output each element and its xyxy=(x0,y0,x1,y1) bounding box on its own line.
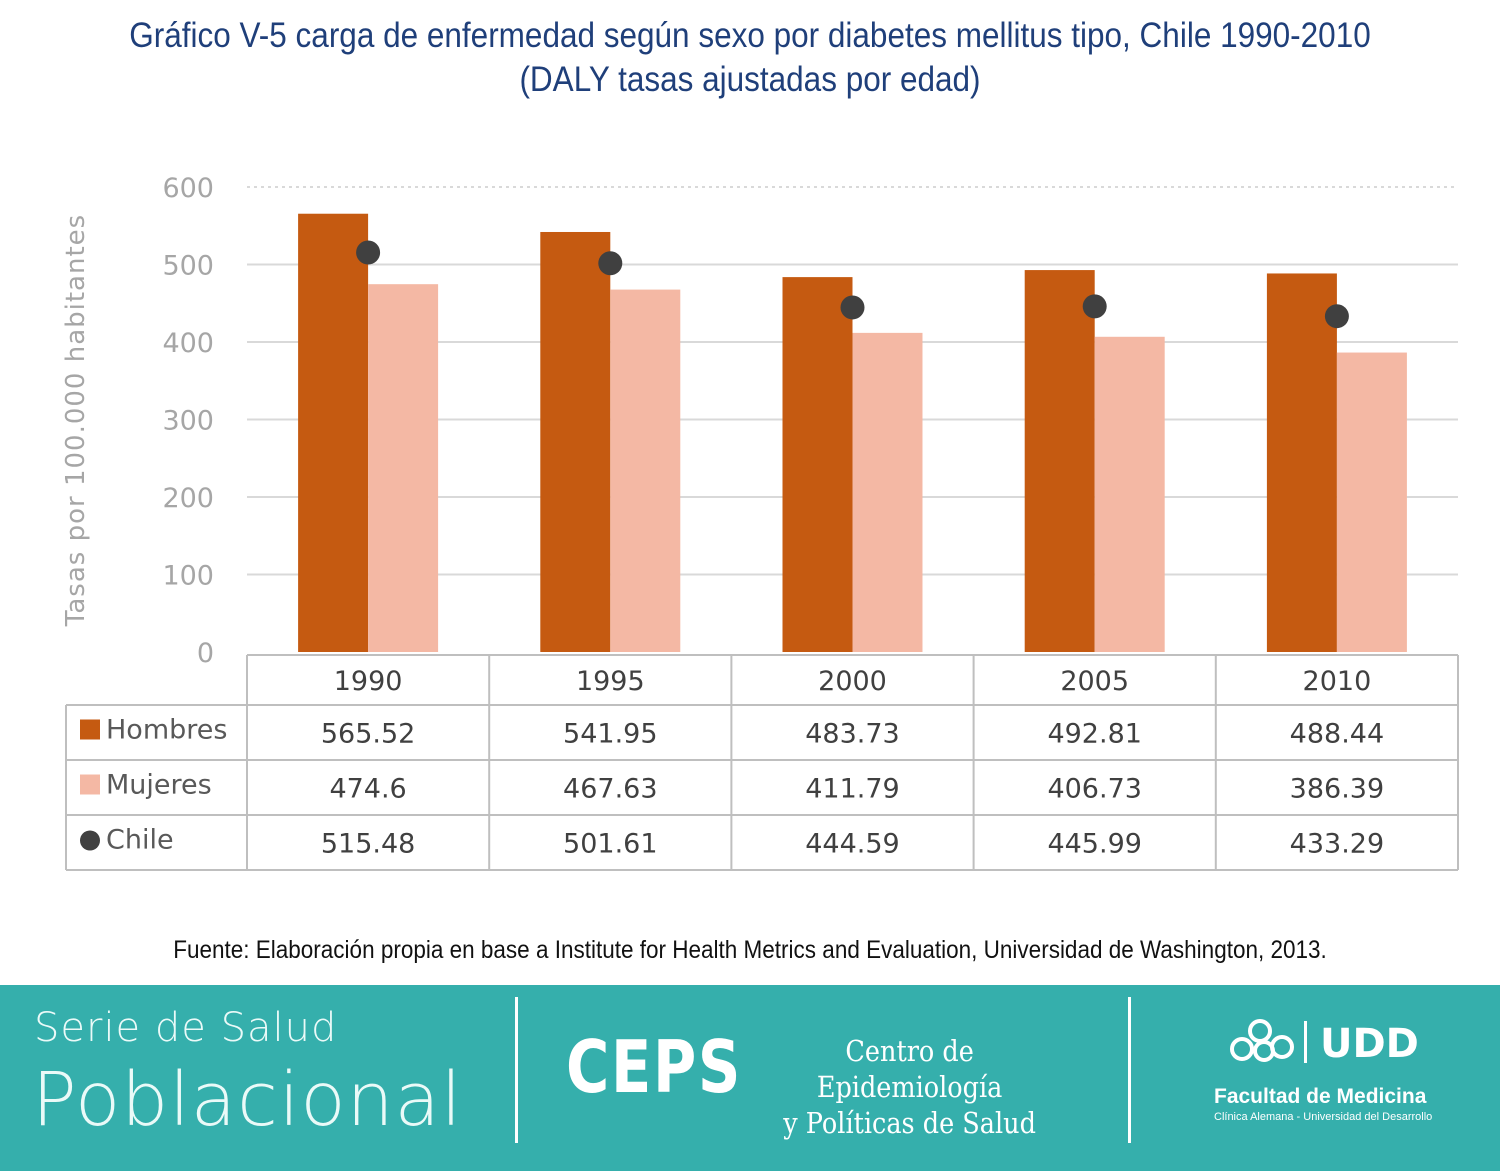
data-label: 501.61 xyxy=(563,829,657,860)
x-tick-label: 1990 xyxy=(334,666,403,697)
bar-hombres xyxy=(1266,273,1337,652)
chile-points xyxy=(356,240,1349,329)
chart-title-line1: Gráfico V-5 carga de enfermedad según se… xyxy=(129,16,1371,55)
x-tick-label: 2000 xyxy=(818,666,887,697)
y-tick-label: 300 xyxy=(162,406,214,437)
footer-divider xyxy=(1128,997,1131,1143)
y-tick-label: 600 xyxy=(162,173,214,204)
data-label: 406.73 xyxy=(1047,774,1141,805)
bar-hombres xyxy=(540,231,611,652)
data-label: 445.99 xyxy=(1047,829,1141,860)
data-label: 483.73 xyxy=(805,719,899,750)
y-tick-label: 0 xyxy=(197,638,214,669)
y-axis-label: Tasas por 100.000 habitantes xyxy=(61,214,91,627)
footer: Serie de Salud Poblacional CEPS Centro d… xyxy=(0,985,1500,1171)
y-tick-label: 500 xyxy=(162,251,214,282)
bar-hombres xyxy=(1024,270,1095,652)
ceps-logo-text: CEPS xyxy=(566,1025,743,1109)
point-chile xyxy=(598,251,623,276)
y-ticks: 0 100 200 300 400 500 600 xyxy=(162,173,214,669)
footer-divider xyxy=(515,997,518,1143)
ceps-subtitle-line1: Centro de Epidemiología xyxy=(816,1034,1003,1104)
serie-title-big: Poblacional xyxy=(32,1057,463,1143)
legend-label: Chile xyxy=(106,825,174,856)
data-label: 492.81 xyxy=(1047,719,1141,750)
facultad-sublabel: Clínica Alemana - Universidad del Desarr… xyxy=(1214,1111,1433,1123)
chart-title: Gráfico V-5 carga de enfermedad según se… xyxy=(75,14,1425,102)
facultad-label: Facultad de Medicina xyxy=(1214,1085,1427,1108)
data-label: 444.59 xyxy=(805,829,899,860)
legend-label: Mujeres xyxy=(106,770,212,801)
y-tick-label: 400 xyxy=(162,328,214,359)
bar-mujeres xyxy=(610,289,681,652)
point-chile xyxy=(840,295,865,320)
y-tick-label: 200 xyxy=(162,483,214,514)
bar-mujeres xyxy=(852,332,923,652)
bar-hombres xyxy=(298,213,369,653)
serie-title-small: Serie de Salud xyxy=(34,1005,338,1051)
x-tick-label: 1995 xyxy=(576,666,645,697)
data-label: 386.39 xyxy=(1290,774,1384,805)
bar-mujeres xyxy=(1336,352,1407,652)
data-label: 565.52 xyxy=(321,719,415,750)
bars xyxy=(298,213,1407,653)
data-label: 433.29 xyxy=(1290,829,1384,860)
point-chile xyxy=(1324,304,1349,329)
legend-marker-mujeres xyxy=(80,774,100,795)
x-tick-label: 2005 xyxy=(1060,666,1129,697)
chart: 0 100 200 300 400 500 600 Tasas por 100.000 ha… xyxy=(61,173,1459,871)
point-chile xyxy=(1082,294,1107,319)
data-label: 467.63 xyxy=(563,774,657,805)
source-note: Fuente: Elaboración propia en base a Ins… xyxy=(173,936,1327,964)
data-label: 541.95 xyxy=(563,719,657,750)
data-label: 411.79 xyxy=(805,774,899,805)
udd-logo-text: UDD xyxy=(1320,1021,1419,1067)
data-label: 488.44 xyxy=(1290,719,1384,750)
legend-marker-chile xyxy=(80,830,100,851)
chart-title-line2: (DALY tasas ajustadas por edad) xyxy=(519,60,981,99)
udd-logo-icon: UDD xyxy=(1230,1019,1419,1067)
data-table: 1990 1995 2000 2005 2010 Hombres 565.52 541.95 4… xyxy=(65,654,1459,871)
data-label: 474.6 xyxy=(329,774,406,805)
ceps-subtitle: Centro de Epidemiología y Políticas de S… xyxy=(782,1033,1037,1141)
bar-mujeres xyxy=(368,284,439,652)
point-chile xyxy=(356,240,381,265)
x-tick-label: 2010 xyxy=(1303,666,1372,697)
bar-hombres xyxy=(782,277,853,652)
legend-marker-hombres xyxy=(80,719,100,740)
bar-mujeres xyxy=(1094,336,1165,652)
ceps-subtitle-line2: y Políticas de Salud xyxy=(783,1106,1036,1140)
legend-label: Hombres xyxy=(106,715,227,746)
y-tick-label: 100 xyxy=(162,561,214,592)
data-label: 515.48 xyxy=(321,829,415,860)
